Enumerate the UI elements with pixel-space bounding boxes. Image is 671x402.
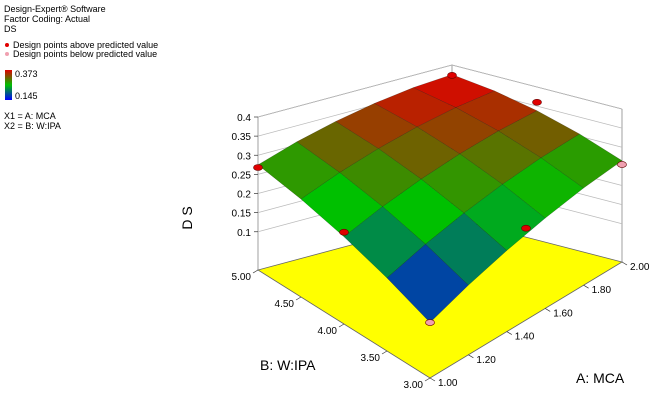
header-line: Design-Expert® Software: [4, 4, 106, 14]
z-tick-label: 0.1: [237, 228, 251, 239]
header-line: Factor Coding: Actual: [4, 14, 90, 24]
grid-line: [257, 64, 453, 118]
surface-patch: [386, 243, 469, 323]
z-axis-title: D S: [179, 206, 195, 229]
legend-marker: [5, 52, 9, 56]
tick-mark: [252, 269, 259, 274]
z-tick-label: 0.2: [237, 190, 251, 201]
color-min: 0.145: [15, 91, 38, 101]
design-point: [339, 228, 349, 236]
design-point: [532, 99, 542, 106]
factor-line: X1 = A: MCA: [4, 111, 56, 121]
factor-line: X2 = B: W:IPA: [4, 121, 61, 131]
color-bar: [5, 70, 12, 100]
color-max: 0.373: [15, 69, 38, 79]
legend-label: Design points below predicted value: [13, 49, 157, 59]
z-tick-label: 0.15: [232, 209, 252, 220]
design-point: [521, 224, 531, 232]
y-tick-label: 3.00: [404, 380, 424, 391]
x-tick-label: 1.60: [553, 308, 573, 319]
surface-patch: [455, 90, 538, 132]
y-tick-label: 4.50: [275, 299, 295, 310]
tick-mark: [295, 296, 302, 301]
surface-patch: [296, 121, 379, 173]
x-tick-label: 1.20: [476, 355, 496, 366]
surface-patch: [420, 153, 503, 214]
tick-mark: [506, 331, 512, 335]
tick-mark: [381, 350, 388, 355]
y-tick-label: 4.00: [318, 326, 338, 337]
grid-line: [451, 64, 623, 110]
tick-mark: [338, 323, 345, 328]
x-tick-label: 2.00: [630, 262, 650, 273]
z-tick-label: 0.25: [232, 170, 252, 181]
legend-marker: [5, 43, 9, 47]
x-axis-title: A: MCA: [576, 370, 625, 386]
legend-label: Design points above predicted value: [13, 40, 158, 50]
tick-mark: [621, 261, 628, 266]
z-tick-label: 0.35: [232, 132, 252, 143]
tick-mark: [429, 377, 436, 382]
design-point: [617, 161, 627, 168]
surface-patch: [343, 206, 426, 279]
z-tick-label: 0.4: [237, 113, 251, 124]
y-tick-label: 3.50: [361, 353, 381, 364]
x-tick-label: 1.40: [515, 332, 535, 343]
z-tick-label: 0.3: [237, 151, 251, 162]
design-point: [425, 319, 435, 326]
legend: Design-Expert® Software Factor Coding: A…: [4, 4, 106, 131]
x-tick-label: 1.80: [592, 285, 612, 296]
tick-mark: [545, 308, 551, 312]
tick-mark: [424, 377, 431, 382]
tick-mark: [583, 284, 589, 289]
x-tick-label: 1.00: [438, 378, 458, 389]
y-tick-label: 5.00: [232, 272, 252, 283]
y-axis-title: B: W:IPA: [260, 357, 316, 373]
header-line: DS: [4, 24, 17, 34]
design-point: [447, 72, 457, 79]
tick-mark: [468, 354, 474, 359]
surface-patch: [540, 133, 623, 189]
design-point: [253, 164, 263, 171]
